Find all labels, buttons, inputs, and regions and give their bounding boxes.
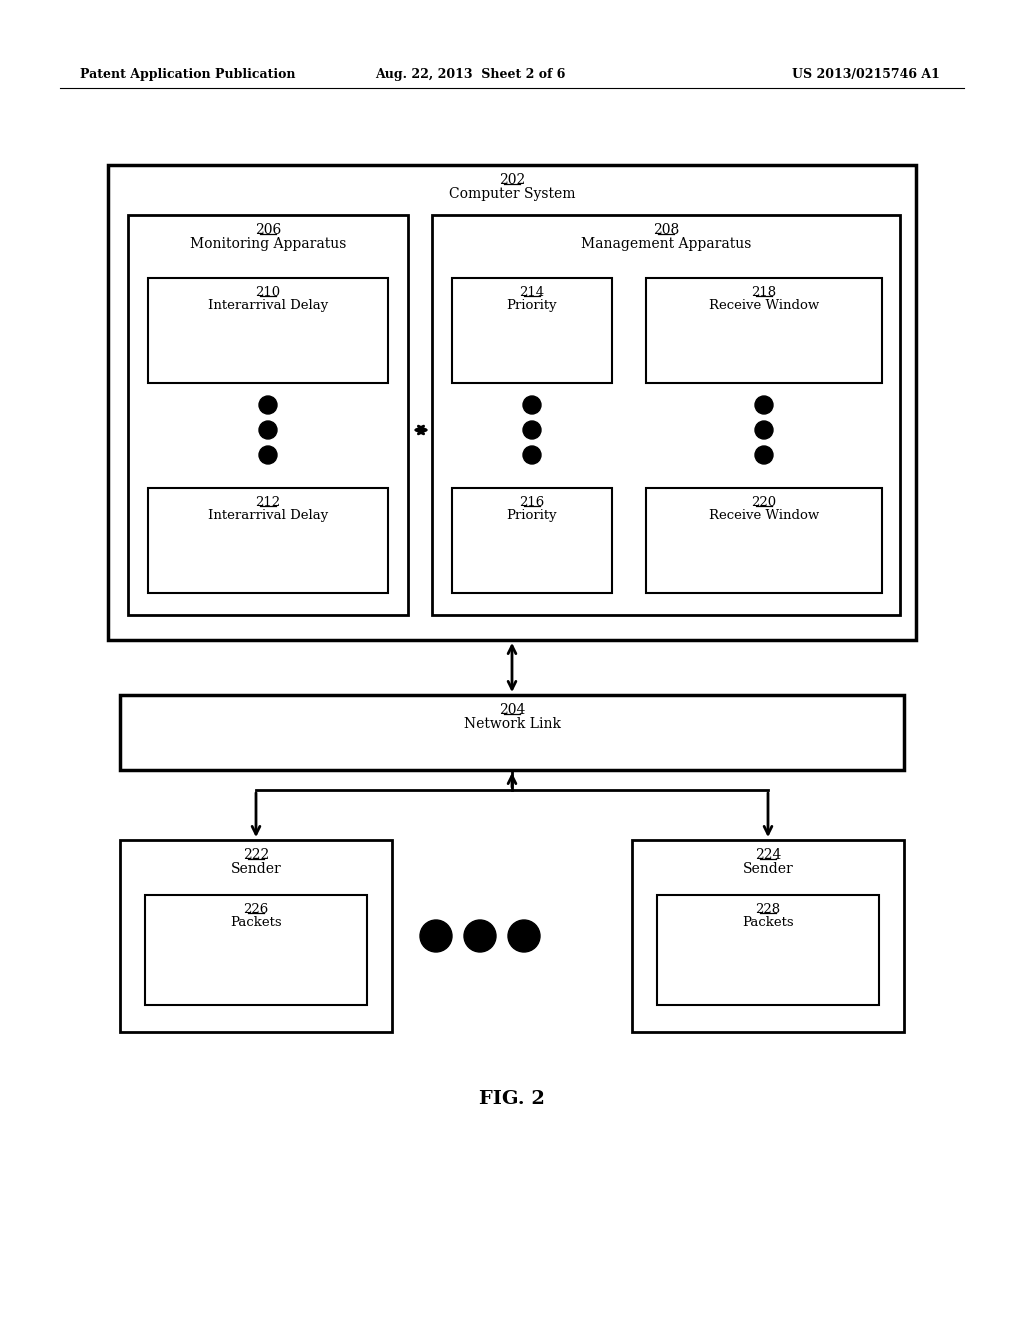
- Circle shape: [755, 421, 773, 440]
- Text: 214: 214: [519, 286, 545, 300]
- Text: Monitoring Apparatus: Monitoring Apparatus: [189, 238, 346, 251]
- Text: 210: 210: [255, 286, 281, 300]
- Text: 228: 228: [756, 903, 780, 916]
- Text: Packets: Packets: [230, 916, 282, 929]
- Text: Priority: Priority: [507, 510, 557, 523]
- Circle shape: [755, 446, 773, 465]
- Text: Sender: Sender: [230, 862, 282, 876]
- Text: 202: 202: [499, 173, 525, 187]
- Bar: [646, 279, 882, 383]
- Text: Receive Window: Receive Window: [709, 300, 819, 313]
- Text: 204: 204: [499, 704, 525, 717]
- Bar: [432, 215, 900, 615]
- Text: 220: 220: [752, 496, 776, 510]
- Circle shape: [464, 920, 496, 952]
- Bar: [452, 279, 612, 383]
- Text: Patent Application Publication: Patent Application Publication: [80, 69, 296, 81]
- Text: Receive Window: Receive Window: [709, 510, 819, 523]
- Text: FIG. 2: FIG. 2: [479, 1090, 545, 1107]
- Text: Interarrival Delay: Interarrival Delay: [208, 300, 328, 313]
- Text: Aug. 22, 2013  Sheet 2 of 6: Aug. 22, 2013 Sheet 2 of 6: [375, 69, 565, 81]
- Bar: [108, 165, 916, 640]
- Text: Sender: Sender: [742, 862, 794, 876]
- Circle shape: [420, 920, 452, 952]
- Text: 212: 212: [255, 496, 281, 510]
- Text: 206: 206: [255, 223, 282, 238]
- Text: 224: 224: [755, 847, 781, 862]
- Bar: [632, 840, 904, 1032]
- Circle shape: [755, 396, 773, 414]
- Bar: [646, 488, 882, 593]
- Bar: [120, 840, 392, 1032]
- Bar: [120, 696, 904, 770]
- Text: 218: 218: [752, 286, 776, 300]
- Circle shape: [259, 421, 278, 440]
- Bar: [148, 279, 388, 383]
- Text: Network Link: Network Link: [464, 717, 560, 731]
- Text: Management Apparatus: Management Apparatus: [581, 238, 752, 251]
- Text: 222: 222: [243, 847, 269, 862]
- Bar: [128, 215, 408, 615]
- Circle shape: [259, 396, 278, 414]
- Bar: [657, 895, 879, 1005]
- Bar: [148, 488, 388, 593]
- Circle shape: [523, 446, 541, 465]
- Text: Priority: Priority: [507, 300, 557, 313]
- Circle shape: [508, 920, 540, 952]
- Text: Packets: Packets: [742, 916, 794, 929]
- Text: 216: 216: [519, 496, 545, 510]
- Circle shape: [523, 421, 541, 440]
- Text: Computer System: Computer System: [449, 187, 575, 201]
- Text: US 2013/0215746 A1: US 2013/0215746 A1: [793, 69, 940, 81]
- Circle shape: [523, 396, 541, 414]
- Text: Interarrival Delay: Interarrival Delay: [208, 510, 328, 523]
- Bar: [145, 895, 367, 1005]
- Text: 226: 226: [244, 903, 268, 916]
- Circle shape: [259, 446, 278, 465]
- Text: 208: 208: [653, 223, 679, 238]
- Bar: [452, 488, 612, 593]
